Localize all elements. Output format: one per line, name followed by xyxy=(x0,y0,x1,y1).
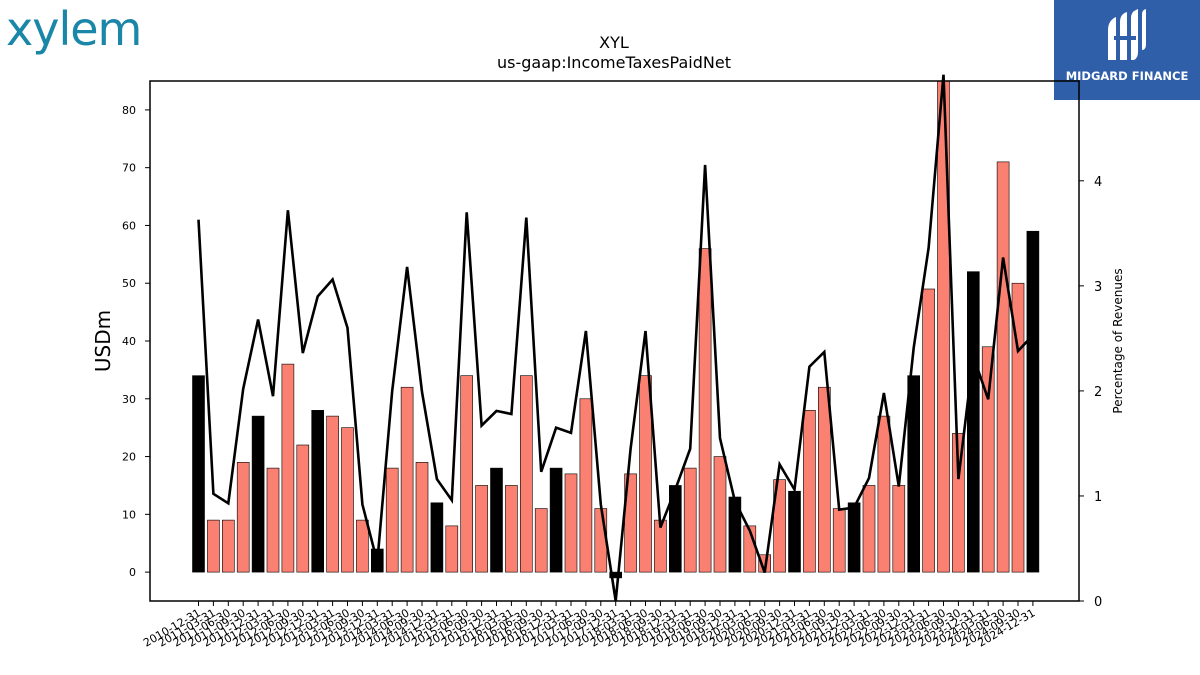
y-left-tick-label: 70 xyxy=(122,162,136,175)
bar xyxy=(996,161,1010,573)
bar xyxy=(877,415,891,573)
y-left-tick-label: 50 xyxy=(122,277,136,290)
bar xyxy=(847,502,861,573)
bar xyxy=(788,490,801,573)
bar xyxy=(385,467,399,573)
bar xyxy=(519,375,533,573)
xylem-logo-text: xylem xyxy=(6,2,142,56)
bar xyxy=(549,467,563,573)
xylem-logo: xylem xyxy=(6,2,142,56)
bar xyxy=(505,485,518,573)
bar xyxy=(803,410,816,573)
bar xyxy=(192,375,205,573)
bar xyxy=(966,271,980,573)
y-left-tick-label: 80 xyxy=(122,104,136,117)
bar xyxy=(445,525,459,573)
bar xyxy=(251,415,265,573)
y-left-tick-label: 0 xyxy=(129,566,136,579)
bar xyxy=(862,485,876,573)
y-right-tick-label: 1 xyxy=(1094,490,1102,505)
bar xyxy=(534,508,548,573)
bar xyxy=(952,433,965,573)
bar xyxy=(311,410,325,573)
bar xyxy=(579,398,593,573)
bar xyxy=(832,508,846,573)
bar xyxy=(564,473,578,573)
bars-layer xyxy=(192,80,1040,579)
bar xyxy=(296,444,310,573)
bar xyxy=(698,248,712,573)
y-axis-left: 0 10 20 30 40 50 60 70 80 xyxy=(122,104,150,579)
y-axis-right-label: Percentage of Revenues xyxy=(1111,268,1125,413)
bar xyxy=(907,375,921,573)
y-right-tick-label: 0 xyxy=(1094,595,1102,610)
bar xyxy=(713,456,727,573)
x-axis: 2010-12-312011-03-312011-06-302011-09-30… xyxy=(141,601,1037,650)
bar xyxy=(609,571,623,579)
y-left-tick-label: 10 xyxy=(122,508,136,521)
y-axis-left-label: USDm xyxy=(91,310,115,372)
bar xyxy=(222,519,235,573)
bar xyxy=(683,467,697,573)
bar xyxy=(460,375,474,573)
bar xyxy=(207,519,220,573)
y-right-tick-label: 3 xyxy=(1094,280,1102,295)
bar xyxy=(594,508,608,573)
bar xyxy=(415,462,429,573)
bar xyxy=(236,462,250,573)
midgard-mark-icon xyxy=(1108,9,1146,60)
y-left-tick-label: 30 xyxy=(122,393,136,406)
y-left-tick-label: 20 xyxy=(122,451,136,464)
bar xyxy=(400,386,414,573)
bar xyxy=(639,375,652,573)
bar xyxy=(654,519,667,573)
bar xyxy=(266,467,280,573)
bar xyxy=(475,485,488,573)
y-left-tick-label: 40 xyxy=(122,335,136,348)
bar xyxy=(773,479,786,573)
bar xyxy=(1026,230,1040,573)
bar xyxy=(490,467,503,573)
bar xyxy=(817,386,831,573)
midgard-finance-logo: MIDGARD FINANCE xyxy=(1054,0,1200,100)
bar xyxy=(281,363,295,573)
chart-title: XYL xyxy=(599,33,629,52)
bar xyxy=(1011,282,1025,573)
y-right-tick-label: 2 xyxy=(1094,385,1102,400)
y-axis-right: 0 1 2 3 4 xyxy=(1079,175,1102,610)
bar xyxy=(356,519,369,573)
y-left-tick-label: 60 xyxy=(122,219,136,232)
chart-subtitle: us-gaap:IncomeTaxesPaidNet xyxy=(497,53,731,72)
bar xyxy=(981,346,995,573)
bar xyxy=(326,415,339,573)
bar xyxy=(341,427,354,573)
bar xyxy=(892,485,906,573)
bar xyxy=(668,485,682,573)
bar xyxy=(430,502,444,573)
bar xyxy=(922,288,935,573)
midgard-logo-text: MIDGARD FINANCE xyxy=(1065,69,1189,83)
y-right-tick-label: 4 xyxy=(1094,175,1102,190)
